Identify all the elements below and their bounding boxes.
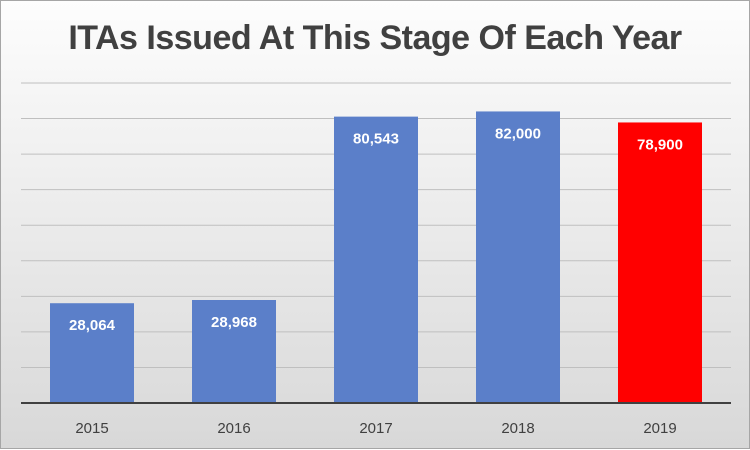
x-tick-label-2019: 2019 <box>643 420 676 437</box>
data-label-2018: 82,000 <box>495 125 541 142</box>
x-tick-label-2015: 2015 <box>75 420 108 437</box>
bar-2015 <box>50 303 134 403</box>
bar-2016 <box>192 300 276 403</box>
chart-title: ITAs Issued At This Stage Of Each Year <box>68 19 682 57</box>
bar-2019 <box>618 122 702 403</box>
x-tick-label-2018: 2018 <box>501 420 534 437</box>
data-label-2016: 28,968 <box>211 314 257 331</box>
data-label-2017: 80,543 <box>353 131 399 148</box>
x-tick-label-2016: 2016 <box>217 420 250 437</box>
x-tick-label-2017: 2017 <box>359 420 392 437</box>
bar-2017 <box>334 116 418 404</box>
bar-2018 <box>476 111 560 403</box>
data-label-2015: 28,064 <box>69 317 116 334</box>
data-label-2019: 78,900 <box>637 136 683 153</box>
